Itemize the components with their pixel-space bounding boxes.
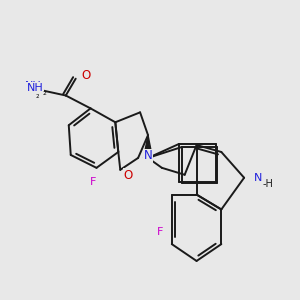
Text: ₂: ₂: [35, 91, 39, 100]
Text: N: N: [254, 173, 262, 183]
Polygon shape: [144, 135, 152, 158]
Text: ₂: ₂: [43, 86, 47, 97]
Text: N: N: [144, 149, 152, 162]
Text: NH: NH: [25, 81, 41, 91]
Text: F: F: [90, 177, 97, 187]
Text: NH: NH: [27, 82, 44, 93]
Text: O: O: [124, 169, 133, 182]
Text: -H: -H: [262, 179, 273, 189]
Text: F: F: [157, 227, 163, 237]
Text: O: O: [81, 69, 90, 82]
